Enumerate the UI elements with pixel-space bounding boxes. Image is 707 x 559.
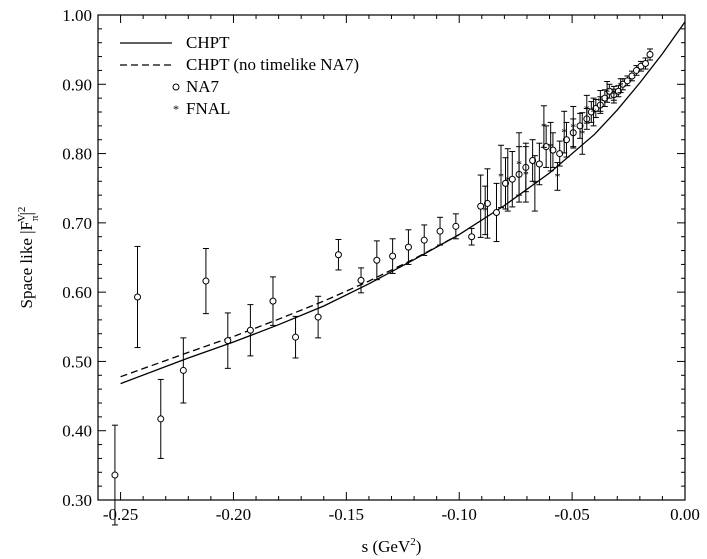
- legend-swatch-star: *: [173, 102, 179, 116]
- x-axis-ticks: -0.25 -0.20 -0.15 -0.10 -0.05 0.00: [103, 15, 700, 524]
- na7-data-point: [292, 333, 300, 341]
- fnal-data-point: *: [541, 120, 547, 134]
- na7-data-point: [246, 326, 254, 334]
- fnal-data-point: *: [532, 176, 538, 190]
- na7-data-point: [314, 313, 322, 321]
- na7-data-point: [542, 143, 550, 151]
- legend: CHPT CHPT (no timelike NA7) NA7 * FNAL: [120, 33, 359, 118]
- na7-data-point: [549, 146, 557, 154]
- y-tick-label: 0.60: [62, 283, 92, 302]
- fnal-data-point: *: [505, 173, 511, 187]
- fnal-data-point: *: [570, 120, 576, 134]
- fnal-series: ** ******** * ** *** **: [482, 78, 624, 236]
- legend-label: CHPT (no timelike NA7): [186, 55, 359, 74]
- na7-data-point: [592, 105, 600, 113]
- chpt-dashed-curve: [120, 234, 460, 378]
- fnal-data-point: *: [604, 85, 610, 99]
- y-axis-label-tail: |: [17, 212, 36, 215]
- x-tick-label: -0.10: [442, 505, 477, 524]
- y-tick-label: 0.50: [62, 352, 92, 371]
- na7-data-point: [556, 150, 564, 158]
- fnal-data-point: *: [618, 79, 624, 93]
- y-axis-label-subscript-pi: π: [29, 215, 41, 221]
- na7-series: [111, 48, 654, 526]
- na7-data-point: [483, 199, 491, 207]
- na7-data-point: [404, 243, 412, 251]
- x-tick-label: -0.15: [329, 505, 364, 524]
- fnal-data-point: *: [498, 169, 504, 183]
- na7-data-point: [134, 293, 142, 301]
- y-tick-label: 0.80: [62, 145, 92, 164]
- na7-data-point: [334, 251, 342, 259]
- fnal-data-point: *: [523, 167, 529, 181]
- na7-data-point: [436, 227, 444, 235]
- y-axis-label-superscript-v: V: [16, 214, 28, 222]
- fnal-data-point: *: [482, 203, 488, 217]
- y-tick-label: 0.40: [62, 422, 92, 441]
- fnal-data-point: *: [548, 140, 554, 154]
- na7-data-point: [502, 179, 510, 187]
- x-axis-label-main: s (GeV: [362, 537, 411, 556]
- na7-data-point: [373, 256, 381, 264]
- x-axis-label: s (GeV2): [362, 536, 422, 556]
- na7-data-point: [468, 233, 476, 241]
- x-tick-label: -0.20: [216, 505, 251, 524]
- fnal-data-point: *: [591, 105, 597, 119]
- legend-label: FNAL: [186, 99, 230, 118]
- legend-label: CHPT: [186, 33, 230, 52]
- na7-data-point: [179, 366, 187, 374]
- na7-data-point: [452, 222, 460, 230]
- x-axis-label-superscript: 2: [410, 536, 416, 548]
- y-axis-label-superscript-2: 2: [16, 207, 28, 213]
- y-axis-label: Space like |FVπ|2: [16, 207, 41, 309]
- legend-label: NA7: [186, 77, 220, 96]
- x-axis-label-tail: ): [416, 537, 422, 556]
- y-tick-label: 0.30: [62, 491, 92, 510]
- y-tick-label: 0.90: [62, 75, 92, 94]
- na7-data-point: [111, 471, 119, 479]
- fnal-data-point: *: [597, 94, 603, 108]
- y-axis-ticks: 0.30 0.40 0.50 0.60 0.70 0.80 0.90 1.00: [62, 6, 685, 510]
- na7-data-point: [529, 157, 537, 164]
- na7-data-point: [562, 136, 570, 144]
- na7-data-point: [619, 80, 627, 88]
- na7-data-point: [632, 66, 640, 74]
- na7-data-point: [508, 175, 516, 183]
- na7-data-point: [628, 72, 636, 80]
- na7-data-point: [224, 337, 232, 345]
- y-tick-label: 1.00: [62, 6, 92, 25]
- plot-area: ** ******** * ** *** **: [111, 21, 686, 526]
- y-axis-label-main: Space like |F: [17, 221, 36, 308]
- na7-data-point: [535, 160, 543, 168]
- fnal-data-point: *: [579, 126, 585, 140]
- na7-data-point: [477, 202, 485, 210]
- fnal-data-point: *: [611, 88, 617, 102]
- na7-data-point: [641, 60, 649, 67]
- fnal-data-point: *: [584, 102, 590, 116]
- na7-data-point: [587, 108, 595, 116]
- na7-data-point: [646, 50, 654, 58]
- na7-data-point: [357, 276, 365, 284]
- fnal-data-point: *: [561, 125, 567, 139]
- na7-data-point: [576, 122, 584, 130]
- na7-data-point: [157, 415, 165, 423]
- na7-data-point: [420, 236, 428, 244]
- na7-data-point: [202, 277, 210, 285]
- x-tick-label: -0.05: [554, 505, 589, 524]
- y-tick-label: 0.70: [62, 214, 92, 233]
- na7-data-point: [605, 87, 613, 95]
- fnal-data-point: *: [554, 169, 560, 183]
- na7-data-point: [269, 297, 277, 305]
- na7-data-point: [389, 252, 397, 260]
- na7-data-point: [492, 208, 500, 216]
- x-tick-label: 0.00: [670, 505, 700, 524]
- fnal-data-point: *: [516, 157, 522, 171]
- legend-swatch-circle: [172, 83, 180, 91]
- x-tick-label: -0.25: [103, 505, 138, 524]
